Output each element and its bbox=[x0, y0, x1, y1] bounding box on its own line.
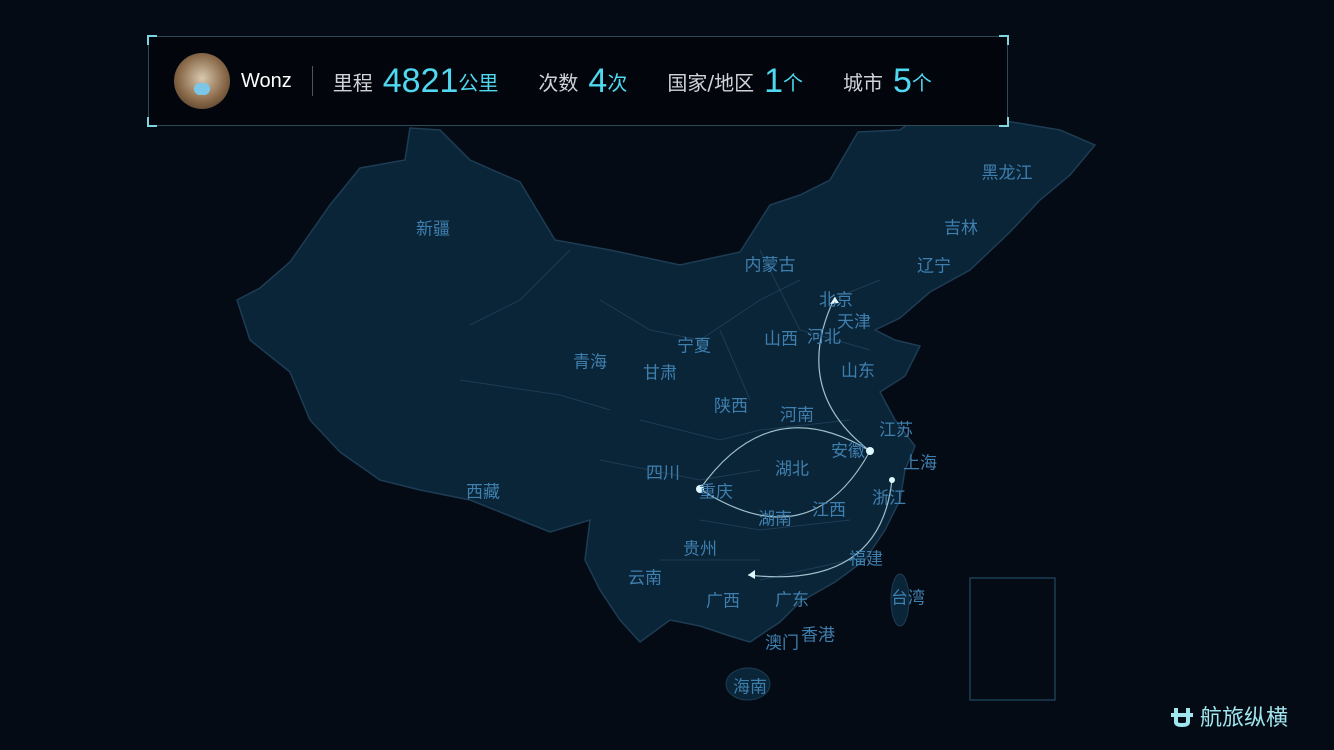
province-label: 贵州 bbox=[683, 539, 717, 560]
city-dot-hefei bbox=[866, 447, 874, 455]
province-label: 江西 bbox=[812, 500, 846, 521]
province-label: 新疆 bbox=[416, 219, 450, 240]
taiwan-island bbox=[890, 573, 910, 627]
province-label: 福建 bbox=[849, 549, 883, 570]
province-label: 江苏 bbox=[879, 420, 913, 441]
province-label: 内蒙古 bbox=[744, 255, 796, 276]
cities-unit: 个 bbox=[911, 70, 932, 95]
province-label: 辽宁 bbox=[917, 256, 951, 277]
province-label: 北京 bbox=[819, 290, 853, 311]
province-label: 河北 bbox=[807, 327, 841, 348]
app-logo: 航旅纵横 bbox=[1168, 700, 1288, 732]
stats-bar: Wonz 里程 4821 公里 次数 4 次 国家/地区 1 个 城市 5 个 bbox=[147, 35, 1009, 127]
province-label: 山东 bbox=[841, 361, 875, 382]
route-hangzhou-guangdong bbox=[747, 479, 893, 578]
province-label: 黑龙江 bbox=[981, 163, 1033, 184]
logo-text: 航旅纵横 bbox=[1200, 706, 1289, 731]
mileage-unit: 公里 bbox=[458, 70, 499, 95]
trips-label: 次数 bbox=[538, 70, 579, 95]
province-label: 上海 bbox=[903, 453, 937, 474]
province-label: 香港 bbox=[801, 625, 835, 646]
arrow-icon bbox=[748, 570, 755, 579]
province-label: 河南 bbox=[780, 405, 814, 426]
province-label: 湖南 bbox=[758, 509, 792, 530]
province-label: 广西 bbox=[706, 591, 740, 612]
province-label: 海南 bbox=[733, 677, 767, 698]
arrow-icon bbox=[830, 297, 839, 304]
hainan-island bbox=[725, 667, 771, 701]
route-hefei-beijing bbox=[818, 296, 871, 452]
province-label: 台湾 bbox=[891, 588, 925, 609]
province-label: 重庆 bbox=[699, 482, 733, 503]
corner-decoration bbox=[147, 35, 157, 45]
province-label: 西藏 bbox=[466, 482, 500, 503]
china-mainland bbox=[236, 114, 1097, 644]
countries-label: 国家/地区 bbox=[667, 70, 755, 95]
province-label: 甘肃 bbox=[643, 363, 677, 384]
province-borders bbox=[459, 249, 881, 581]
mileage-value: 4821 bbox=[382, 61, 459, 100]
province-label: 天津 bbox=[837, 312, 871, 333]
cities-value: 5 bbox=[893, 61, 912, 100]
corner-decoration bbox=[147, 117, 157, 127]
corner-decoration bbox=[999, 117, 1009, 127]
province-label: 吉林 bbox=[944, 218, 978, 239]
divider bbox=[311, 66, 313, 96]
city-dot-hangzhou bbox=[889, 477, 895, 483]
trips-unit: 次 bbox=[607, 70, 628, 95]
route-chongqing-hefei bbox=[699, 427, 871, 490]
city-dot-chongqing bbox=[696, 485, 704, 493]
province-label: 青海 bbox=[573, 352, 607, 373]
province-label: 宁夏 bbox=[677, 336, 711, 357]
user-name: Wonz bbox=[241, 69, 292, 92]
trips-value: 4 bbox=[588, 61, 608, 100]
route-hefei-chongqing bbox=[699, 450, 871, 518]
province-label: 云南 bbox=[628, 568, 662, 589]
province-label: 四川 bbox=[646, 463, 680, 484]
countries-unit: 个 bbox=[783, 70, 803, 95]
province-label: 广东 bbox=[775, 590, 809, 611]
province-label: 陕西 bbox=[714, 396, 748, 417]
south-china-sea-inset bbox=[969, 577, 1056, 701]
province-label: 澳门 bbox=[765, 633, 799, 654]
avatar[interactable] bbox=[174, 53, 230, 109]
cities-label: 城市 bbox=[843, 70, 883, 95]
province-label: 安徽 bbox=[831, 441, 865, 462]
hanglv-logo-icon bbox=[1171, 708, 1193, 727]
corner-decoration bbox=[999, 35, 1009, 45]
province-label: 山西 bbox=[764, 329, 798, 350]
province-label: 湖北 bbox=[775, 459, 809, 480]
mileage-label: 里程 bbox=[332, 70, 373, 95]
province-label: 浙江 bbox=[872, 488, 906, 509]
countries-value: 1 bbox=[764, 61, 783, 100]
